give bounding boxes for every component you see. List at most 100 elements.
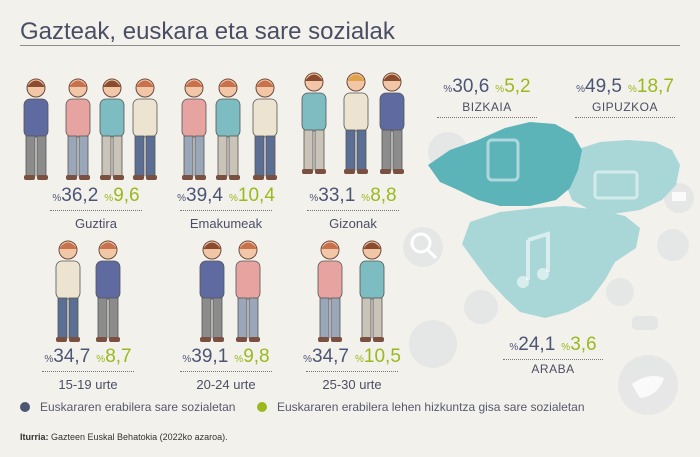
dotted-divider bbox=[50, 210, 142, 211]
people-illustrations bbox=[23, 72, 405, 342]
legend-label: Euskararen erabilera lehen hizkuntza gis… bbox=[277, 400, 585, 414]
percent-sign: % bbox=[561, 342, 571, 353]
group-label: 20-24 urte bbox=[196, 377, 256, 392]
dotted-divider bbox=[575, 117, 675, 118]
group-label: Guztira bbox=[75, 216, 117, 231]
percent-sign: % bbox=[177, 193, 187, 204]
percent-sign: % bbox=[361, 193, 371, 204]
value-series1: 24,1 bbox=[518, 334, 556, 355]
girl-figure bbox=[215, 78, 241, 180]
legend-dot bbox=[20, 402, 30, 412]
value-series1: 33,1 bbox=[318, 185, 356, 206]
source-text: Gazteen Euskal Behatokia (2022ko azaroa)… bbox=[48, 432, 228, 442]
value-series2: 10,5 bbox=[363, 346, 401, 367]
percent-sign: % bbox=[229, 193, 238, 204]
boy-figure bbox=[343, 72, 369, 174]
source-label: Iturria: bbox=[20, 432, 49, 442]
value-series1: 30,6 bbox=[452, 76, 490, 97]
region-araba: %24,1 %3,6 ARABA bbox=[488, 334, 618, 376]
legend-dot bbox=[257, 402, 267, 412]
percent-sign: % bbox=[355, 354, 364, 365]
dotted-divider bbox=[180, 210, 272, 211]
stat-15-19: %34,7 %8,7 15-19 urte bbox=[28, 346, 148, 392]
boy-figure bbox=[23, 78, 49, 180]
value-series1: 39,4 bbox=[186, 185, 223, 206]
region-label: GIPUZKOA bbox=[591, 100, 658, 114]
boy-figure bbox=[199, 240, 225, 342]
dotted-divider bbox=[306, 371, 398, 372]
twitter-bird-icon bbox=[632, 376, 664, 398]
legend-item-series1: Euskararen erabilera sare sozialetan bbox=[20, 400, 235, 414]
boy-figure bbox=[301, 72, 327, 174]
percent-sign: % bbox=[303, 354, 313, 365]
girl-figure bbox=[317, 240, 343, 342]
percent-sign: % bbox=[443, 84, 453, 95]
dotted-divider bbox=[180, 371, 272, 372]
laptop-icon bbox=[593, 170, 639, 200]
cart-icon bbox=[672, 192, 686, 201]
legend-label: Euskararen erabilera sare sozialetan bbox=[40, 400, 236, 414]
boy-figure bbox=[99, 78, 125, 180]
map-bizkaia bbox=[428, 122, 582, 206]
dotted-divider bbox=[437, 117, 537, 118]
stat-gizonak: %33,1 %8,8 Gizonak bbox=[293, 185, 413, 231]
girl-figure bbox=[65, 78, 91, 180]
girl-figure bbox=[181, 78, 207, 180]
region-bizkaia: %30,6 %5,2 BIZKAIA bbox=[422, 76, 552, 118]
value-series2: 18,7 bbox=[636, 76, 674, 97]
page-title: Gazteak, euskara eta sare sozialak bbox=[20, 18, 395, 45]
value-series2: 8,7 bbox=[105, 346, 132, 367]
map-gipuzkoa bbox=[566, 140, 680, 214]
percent-sign: % bbox=[628, 84, 637, 95]
group-label: 15-19 urte bbox=[58, 377, 118, 392]
girl-figure bbox=[95, 240, 121, 342]
value-series1: 49,5 bbox=[585, 76, 622, 97]
region-label: BIZKAIA bbox=[462, 100, 512, 114]
value-series2: 9,6 bbox=[113, 185, 140, 206]
girl-figure bbox=[235, 240, 261, 342]
girl-figure bbox=[55, 240, 81, 342]
value-series1: 36,2 bbox=[61, 185, 99, 206]
dotted-divider bbox=[42, 371, 134, 372]
percent-sign: % bbox=[104, 193, 114, 204]
value-series2: 3,6 bbox=[570, 334, 597, 355]
value-series2: 10,4 bbox=[237, 185, 275, 206]
music-note-icon bbox=[526, 231, 550, 280]
value-series1: 39,1 bbox=[191, 346, 229, 367]
chat-bubble-icon bbox=[632, 316, 658, 330]
stat-20-24: %39,1 %9,8 20-24 urte bbox=[166, 346, 286, 392]
percent-sign: % bbox=[182, 354, 192, 365]
stat-guztira: %36,2 %9,6 Guztira bbox=[36, 185, 156, 231]
value-series2: 5,2 bbox=[504, 76, 531, 97]
group-label: Gizonak bbox=[329, 216, 377, 231]
stat-emakumeak: %39,4 %10,4 Emakumeak bbox=[166, 185, 286, 231]
percent-sign: % bbox=[309, 193, 319, 204]
map-araba bbox=[462, 206, 640, 318]
legend-item-series2: Euskararen erabilera lehen hizkuntza gis… bbox=[257, 400, 585, 414]
boy-figure bbox=[379, 72, 405, 174]
percent-sign: % bbox=[576, 84, 586, 95]
group-label: Emakumeak bbox=[189, 216, 263, 231]
percent-sign: % bbox=[509, 342, 519, 353]
value-series1: 34,7 bbox=[53, 346, 91, 367]
tablet-icon bbox=[486, 138, 520, 182]
girl-figure bbox=[252, 78, 278, 180]
dotted-divider bbox=[307, 210, 399, 211]
title-divider bbox=[20, 45, 680, 46]
percent-sign: % bbox=[495, 84, 505, 95]
value-series2: 8,8 bbox=[370, 185, 397, 206]
stat-25-30: %34,7 %10,5 25-30 urte bbox=[292, 346, 412, 392]
group-label: 25-30 urte bbox=[322, 377, 382, 392]
percent-sign: % bbox=[96, 354, 106, 365]
dotted-divider bbox=[503, 359, 603, 360]
percent-sign: % bbox=[52, 193, 62, 204]
search-icon bbox=[410, 232, 432, 254]
region-gipuzkoa: %49,5 %18,7 GIPUZKOA bbox=[560, 76, 690, 118]
boy-figure bbox=[359, 240, 385, 342]
source-note: Iturria: Gazteen Euskal Behatokia (2022k… bbox=[20, 432, 228, 442]
girl-figure bbox=[132, 78, 158, 180]
percent-sign: % bbox=[234, 354, 244, 365]
value-series2: 9,8 bbox=[243, 346, 270, 367]
value-series1: 34,7 bbox=[312, 346, 349, 367]
